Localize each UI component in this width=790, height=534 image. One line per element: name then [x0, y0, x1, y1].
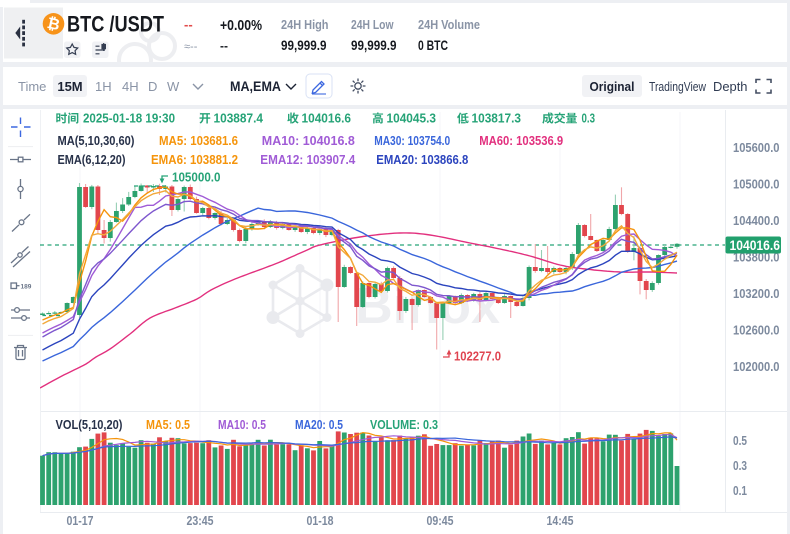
svg-text:0.3: 0.3	[582, 111, 596, 126]
svg-text:104016.6: 104016.6	[302, 111, 352, 126]
svg-text:24H High: 24H High	[281, 17, 329, 32]
svg-text:W: W	[167, 79, 180, 94]
svg-text:1H: 1H	[95, 79, 112, 94]
svg-text:99,999.9: 99,999.9	[351, 38, 397, 53]
svg-text:--: --	[220, 39, 228, 53]
svg-text:104045.3: 104045.3	[387, 111, 437, 126]
svg-text:MA5: 0.5: MA5: 0.5	[146, 417, 190, 432]
svg-text:104400.0: 104400.0	[733, 213, 780, 228]
svg-text:MA10: 0.5: MA10: 0.5	[218, 417, 266, 432]
svg-text:0.5: 0.5	[733, 433, 747, 448]
svg-text:VOLUME: 0.3: VOLUME: 0.3	[370, 417, 438, 432]
svg-text:102000.0: 102000.0	[733, 359, 780, 374]
svg-text:D: D	[148, 79, 157, 94]
svg-text:102600.0: 102600.0	[733, 323, 780, 338]
svg-text:103817.3: 103817.3	[472, 111, 522, 126]
svg-text:14:45: 14:45	[547, 514, 574, 528]
svg-text:105000.0: 105000.0	[172, 170, 221, 185]
svg-text:Original: Original	[590, 79, 635, 94]
svg-text:--: --	[184, 17, 193, 32]
svg-text:MA30: 103754.0: MA30: 103754.0	[374, 133, 450, 148]
svg-text:105000.0: 105000.0	[733, 177, 780, 192]
svg-text:01-18: 01-18	[307, 514, 334, 528]
svg-text:Time: Time	[18, 79, 46, 94]
svg-text:4H: 4H	[122, 79, 139, 94]
svg-text:+0.00%: +0.00%	[220, 17, 262, 34]
svg-text:23:45: 23:45	[187, 514, 214, 528]
svg-text:15M: 15M	[57, 79, 82, 94]
svg-text:MA(5,10,30,60): MA(5,10,30,60)	[58, 133, 135, 148]
svg-text:2025-01-18 19:30: 2025-01-18 19:30	[83, 111, 175, 126]
svg-text:MA10: 104016.8: MA10: 104016.8	[262, 133, 355, 148]
svg-text:TradingView: TradingView	[649, 79, 706, 94]
svg-text:MA,EMA: MA,EMA	[230, 79, 281, 94]
svg-text:0.1: 0.1	[733, 483, 747, 498]
svg-text:EMA12: 103907.4: EMA12: 103907.4	[260, 152, 356, 167]
svg-text:₿: ₿	[45, 15, 61, 34]
svg-text:MA60: 103536.9: MA60: 103536.9	[479, 133, 563, 148]
svg-text:EMA(6,12,20): EMA(6,12,20)	[58, 152, 126, 167]
svg-text:MA5: 103681.6: MA5: 103681.6	[159, 133, 238, 148]
svg-text:09:45: 09:45	[427, 514, 454, 528]
svg-text:24H Volume: 24H Volume	[418, 17, 480, 32]
svg-text:102277.0: 102277.0	[454, 349, 501, 364]
svg-text:105600.0: 105600.0	[733, 140, 780, 155]
svg-text:01-17: 01-17	[67, 514, 94, 528]
svg-text:≈--: ≈--	[184, 41, 198, 53]
svg-text:189: 189	[21, 284, 32, 291]
svg-text:BTC /USDT: BTC /USDT	[67, 12, 164, 37]
svg-text:24H Low: 24H Low	[351, 17, 394, 32]
svg-text:MA20: 0.5: MA20: 0.5	[295, 417, 343, 432]
svg-text:Depth: Depth	[713, 79, 748, 94]
svg-text:0.3: 0.3	[733, 458, 747, 473]
svg-text:103200.0: 103200.0	[733, 286, 780, 301]
svg-text:103887.4: 103887.4	[214, 111, 264, 126]
svg-text:VOL(5,10,20): VOL(5,10,20)	[56, 417, 123, 432]
svg-text:99,999.9: 99,999.9	[281, 38, 327, 53]
svg-text:EMA6: 103881.2: EMA6: 103881.2	[151, 152, 238, 167]
svg-text:0 BTC: 0 BTC	[418, 38, 448, 53]
svg-text:104016.6: 104016.6	[730, 238, 781, 253]
svg-text:EMA20: 103866.8: EMA20: 103866.8	[376, 152, 468, 167]
